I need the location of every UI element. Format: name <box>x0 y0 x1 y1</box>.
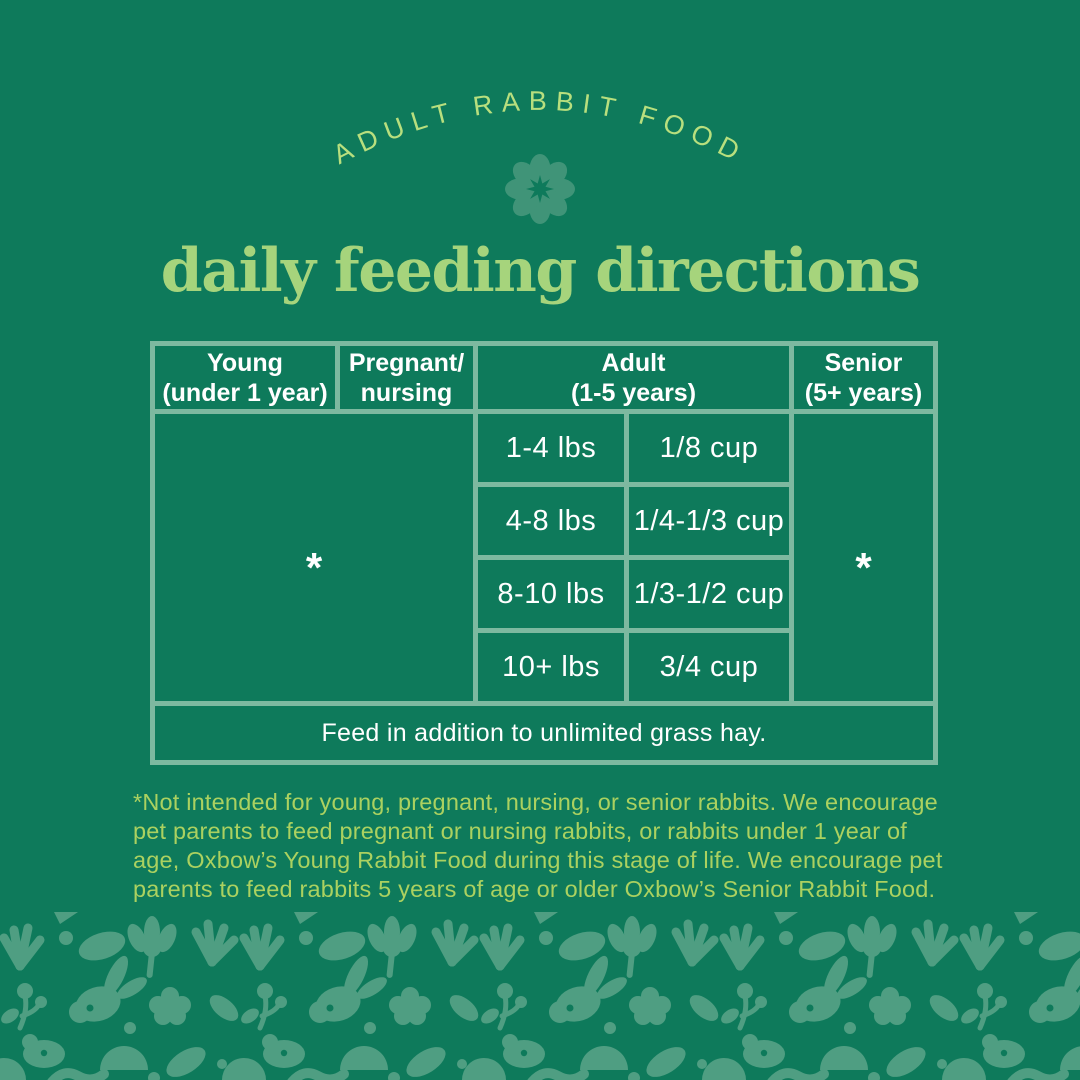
footnote-text: *Not intended for young, pregnant, nursi… <box>133 789 943 902</box>
page-title: daily feeding directions <box>160 236 921 306</box>
rabbit-pattern-band <box>0 912 1080 1080</box>
column-header-adult: Adult (1-5 years) <box>478 346 789 409</box>
asterisk: * <box>855 543 872 591</box>
adult-weight-cell: 8-10 lbs <box>478 560 624 628</box>
adult-amount-cell: 1/4-1/3 cup <box>629 487 789 555</box>
senior-asterisk-cell: * <box>794 414 933 701</box>
adult-amount-cell: 1/3-1/2 cup <box>629 560 789 628</box>
adult-weight-cell: 1-4 lbs <box>478 414 624 482</box>
asterisk: * <box>305 543 323 591</box>
young-pregnant-asterisk-cell: * <box>155 414 473 701</box>
adult-amount-cell: 3/4 cup <box>629 633 789 701</box>
feeding-directions-table: Young (under 1 year) Pregnant/ nursing A… <box>150 341 938 765</box>
adult-amount-cell: 1/8 cup <box>629 414 789 482</box>
column-header-pregnant-nursing: Pregnant/ nursing <box>340 346 473 409</box>
column-header-senior: Senior (5+ years) <box>794 346 933 409</box>
hay-note-cell: Feed in addition to unlimited grass hay. <box>155 706 933 760</box>
flower-rosette-icon <box>505 154 575 224</box>
adult-weight-cell: 10+ lbs <box>478 633 624 701</box>
column-header-young: Young (under 1 year) <box>155 346 335 409</box>
adult-weight-cell: 4-8 lbs <box>478 487 624 555</box>
